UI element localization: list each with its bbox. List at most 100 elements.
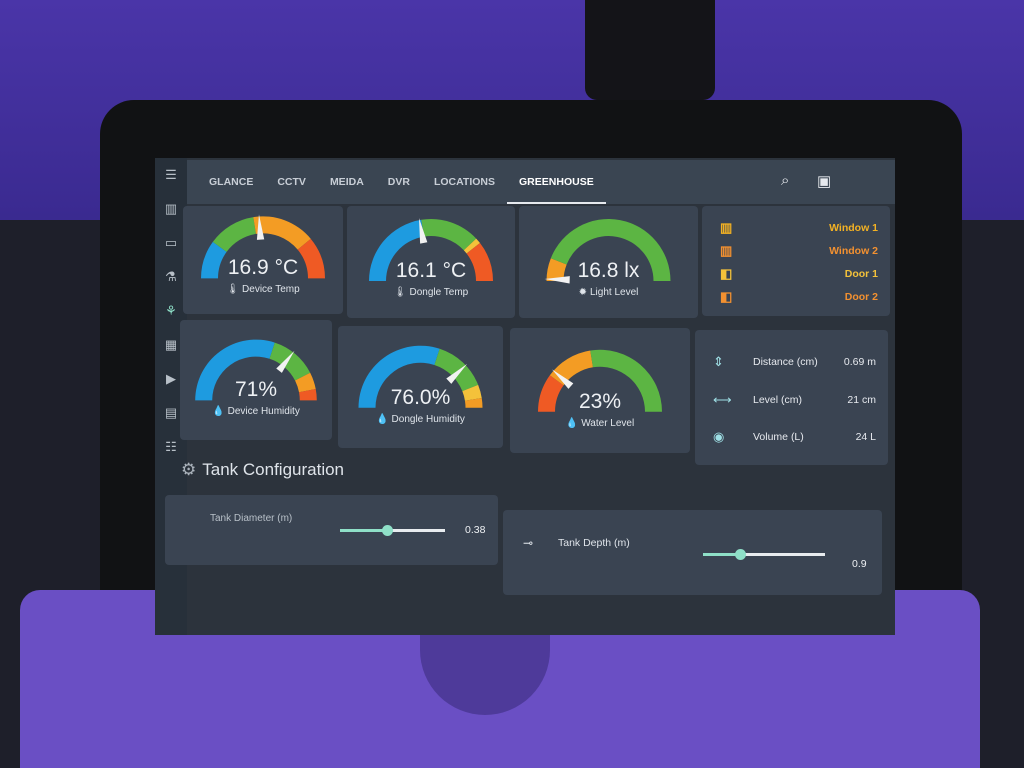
gauge-segment: [195, 339, 275, 401]
opening-door-1[interactable]: ◧ Door 1: [720, 266, 878, 281]
gauge-needle: [446, 363, 468, 384]
stand-notch: [420, 635, 550, 715]
gauge-label: 🌡 Device Temp: [226, 284, 300, 296]
calendar-icon[interactable]: ▦: [164, 337, 178, 352]
gauge-card[interactable]: 16.9 °C 🌡 Device Temp: [183, 206, 343, 314]
gauge-segment: [463, 238, 480, 254]
gauge-arc: [201, 214, 325, 279]
gauge-segment: [590, 349, 662, 412]
gauge-segment: [269, 342, 311, 381]
top-tabs: GLANCE CCTV MEIDA DVR LOCATIONS GREENHOU…: [187, 160, 895, 204]
flask-icon[interactable]: ⚗: [165, 269, 177, 284]
gauge-arc: [538, 349, 662, 412]
search-icon[interactable]: ⌕: [781, 172, 790, 189]
openings-card: ▥ Window 1 ▥ Window 2 ◧ Door 1 ◧ Door 2: [702, 206, 890, 316]
door-icon: ◧: [720, 289, 733, 304]
gauge-segment: [550, 219, 671, 282]
media-icon[interactable]: ▶: [166, 371, 176, 386]
gauge-segment: [421, 219, 477, 251]
chart-icon[interactable]: ▥: [164, 201, 178, 216]
window-icon: ▥: [720, 220, 733, 235]
eye-icon: ◉: [713, 429, 725, 444]
gauge-segment: [295, 372, 316, 393]
lightbulb-icon[interactable]: ⚘: [165, 303, 177, 318]
tank-diameter-card: Tank Diameter (m) 0.38: [165, 495, 498, 565]
gauge-label: ✹ Light Level: [578, 287, 639, 299]
gauge-segment: [434, 348, 479, 392]
entity-distance[interactable]: ⇕ Distance (cm) 0.69 m: [713, 354, 876, 369]
arrows-horizontal-icon: ⟷: [713, 392, 732, 407]
gauge-label-icon: 💧: [212, 406, 225, 418]
opening-window-1[interactable]: ▥ Window 1: [720, 220, 878, 235]
gauge-segment: [466, 243, 493, 282]
tank-entities-card: ⇕ Distance (cm) 0.69 m ⟷ Level (cm) 21 cm ◉ V…: [695, 330, 888, 465]
gauge-needle: [276, 350, 295, 373]
gauge-needle: [551, 369, 574, 389]
gauge-label-icon: 🌡: [226, 284, 240, 296]
clipboard-icon[interactable]: ▤: [164, 405, 178, 420]
gauge-arc: [195, 339, 317, 401]
gauge-arc: [369, 218, 493, 282]
monitor-stand-pole: [585, 0, 715, 100]
gauge-arc: [358, 345, 483, 408]
tank-depth-card: ⊸ Tank Depth (m) 0.9: [503, 510, 882, 595]
door-icon: ◧: [720, 266, 733, 281]
menu-icon[interactable]: ☰: [165, 167, 177, 182]
tank-depth-slider[interactable]: [703, 549, 825, 560]
gauge-arc: [544, 219, 671, 284]
tab-locations[interactable]: LOCATIONS: [433, 176, 496, 188]
gear-icon: ⚙: [181, 460, 197, 479]
entity-volume[interactable]: ◉ Volume (L) 24 L: [713, 429, 876, 444]
gauge-label-icon: 💧: [376, 413, 389, 425]
opening-window-2[interactable]: ▥ Window 2: [720, 243, 878, 258]
tablet-icon[interactable]: ▭: [164, 235, 178, 250]
tab-meida[interactable]: MEIDA: [329, 176, 364, 188]
tab-glance[interactable]: GLANCE: [209, 176, 254, 188]
gauge-needle: [544, 276, 570, 284]
gauge-label: 🌡 Dongle Temp: [393, 287, 469, 299]
gauge-card[interactable]: 71% 💧 Device Humidity: [180, 320, 332, 440]
gauge-segment: [546, 258, 567, 282]
gauge-value: 16.8 lx: [577, 259, 640, 283]
gauge-label-icon: 💧: [565, 417, 579, 429]
list-icon[interactable]: ☷: [165, 439, 177, 454]
gauge-needle: [256, 214, 265, 240]
gauge-value: 16.9 °C: [227, 256, 299, 280]
gauge-label: 💧 Water Level: [565, 417, 635, 429]
gauge-value: 16.1 °C: [395, 259, 467, 283]
gauge-card[interactable]: 76.0% 💧 Dongle Humidity: [338, 326, 503, 448]
gauge-card[interactable]: 23% 💧 Water Level: [510, 328, 690, 453]
gauge-segment: [369, 219, 424, 282]
tab-dvr[interactable]: DVR: [387, 176, 410, 188]
window-icon: ▥: [720, 243, 733, 258]
tank-config-heading: ⚙ Tank Configuration: [181, 460, 345, 479]
tank-diameter-slider[interactable]: [340, 525, 445, 536]
gauge-segment: [464, 398, 483, 408]
gauge-label-icon: ✹: [578, 287, 587, 299]
distance-icon: ⇕: [713, 354, 724, 369]
gauge-label-icon: 🌡: [393, 287, 407, 299]
gauge-segment: [201, 241, 227, 279]
gauge-value: 23%: [578, 389, 622, 413]
gauge-segment: [299, 389, 317, 401]
gauge-label: 💧 Dongle Humidity: [376, 413, 465, 425]
gauge-value: 71%: [234, 378, 278, 402]
gauge-segment: [358, 345, 440, 408]
opening-door-2[interactable]: ◧ Door 2: [720, 289, 878, 304]
chat-icon[interactable]: ▣: [817, 173, 832, 190]
gauge-card[interactable]: 16.1 °C 🌡 Dongle Temp: [347, 206, 515, 318]
gauge-needle: [419, 218, 428, 244]
entity-level[interactable]: ⟷ Level (cm) 21 cm: [713, 392, 876, 407]
gauge-segment: [212, 217, 256, 252]
gauge-segment: [462, 384, 482, 401]
dashboard-screen: ☰ ▥ ▭ ⚗ ⚘ ▦ ▶ ▤ ☷ GLANCE CCTV MEIDA DVR …: [155, 158, 895, 635]
gauge-value: 76.0%: [390, 385, 451, 409]
gauge-label: 💧 Device Humidity: [212, 406, 300, 418]
gauge-segment: [297, 238, 325, 279]
gauge-segment: [253, 216, 311, 250]
tab-cctv[interactable]: CCTV: [277, 176, 306, 188]
gauge-card[interactable]: 16.8 lx ✹ Light Level: [519, 206, 698, 318]
tab-greenhouse[interactable]: GREENHOUSE: [507, 160, 606, 204]
ruler-icon: ⊸: [523, 536, 534, 550]
gauge-segment: [538, 375, 564, 412]
